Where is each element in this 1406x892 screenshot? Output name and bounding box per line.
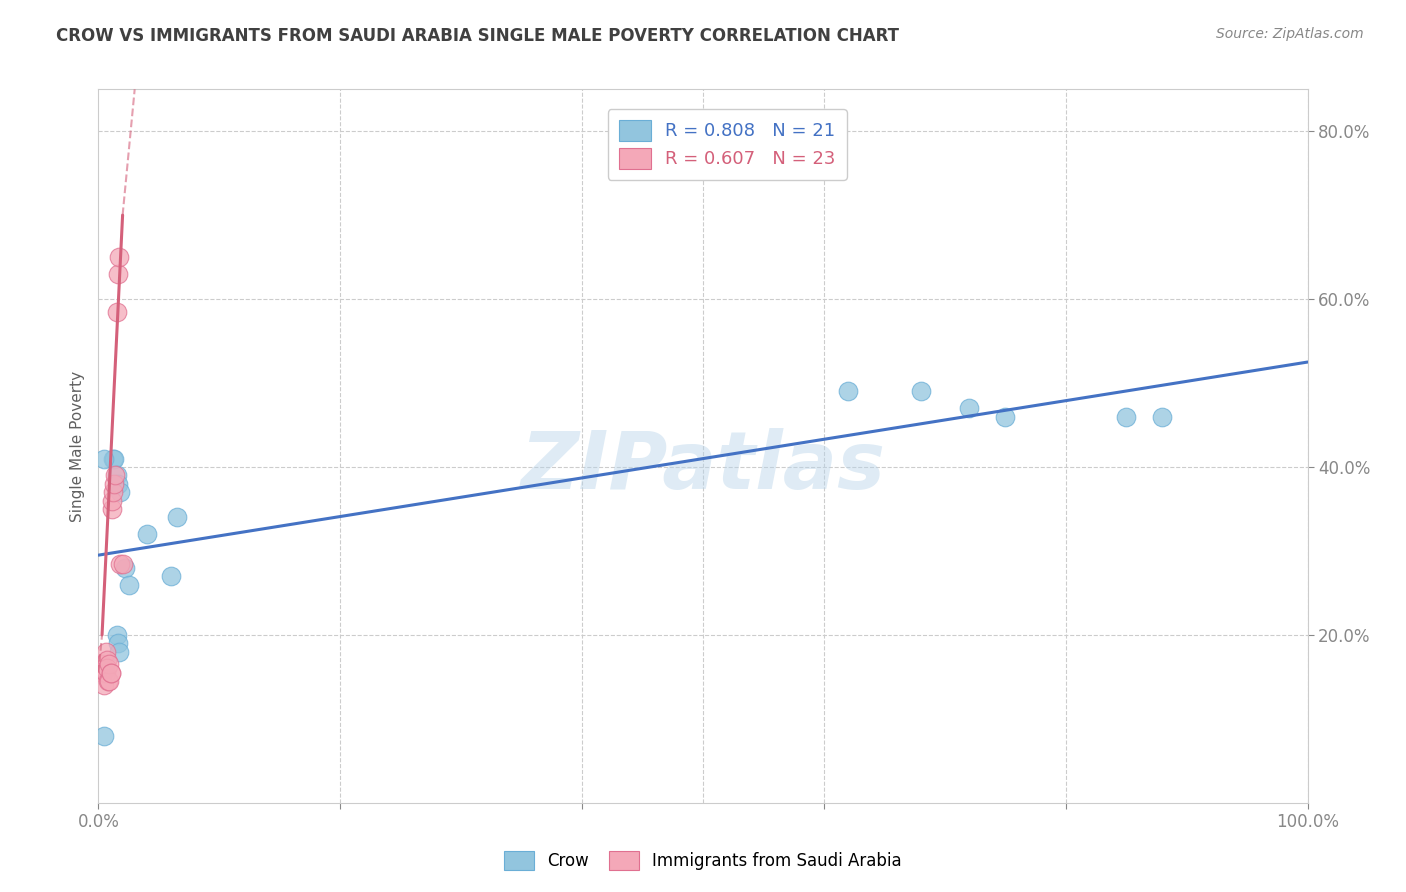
Point: [104, 468, 127, 483]
Legend: Crow, Immigrants from Saudi Arabia: Crow, Immigrants from Saudi Arabia: [498, 844, 908, 877]
Point: [166, 510, 188, 524]
Point: [107, 267, 129, 281]
Point: [108, 557, 131, 571]
Point: [100, 493, 122, 508]
Point: [97, 674, 120, 689]
Point: [93, 678, 115, 692]
Point: [910, 384, 932, 399]
Point: [101, 485, 124, 500]
Point: [96, 661, 118, 675]
Point: [96, 653, 118, 667]
Text: ZIPatlas: ZIPatlas: [520, 428, 886, 507]
Point: [98, 674, 121, 689]
Point: [93, 729, 115, 743]
Point: [100, 665, 122, 680]
Point: [94, 665, 117, 680]
Point: [114, 560, 136, 574]
Point: [94, 645, 117, 659]
Text: Source: ZipAtlas.com: Source: ZipAtlas.com: [1216, 27, 1364, 41]
Point: [135, 527, 157, 541]
Text: CROW VS IMMIGRANTS FROM SAUDI ARABIA SINGLE MALE POVERTY CORRELATION CHART: CROW VS IMMIGRANTS FROM SAUDI ARABIA SIN…: [56, 27, 900, 45]
Point: [93, 451, 115, 466]
Point: [107, 636, 129, 650]
Point: [91, 665, 114, 680]
Point: [957, 401, 980, 416]
Point: [93, 661, 115, 675]
Point: [118, 577, 141, 591]
Point: [101, 451, 124, 466]
Point: [91, 657, 114, 672]
Point: [837, 384, 859, 399]
Point: [160, 569, 183, 583]
Point: [98, 657, 121, 672]
Point: [103, 476, 125, 491]
Point: [107, 476, 129, 491]
Point: [108, 250, 131, 264]
Point: [108, 485, 131, 500]
Point: [994, 409, 1017, 424]
Point: [103, 451, 125, 466]
Point: [100, 665, 122, 680]
Point: [105, 628, 128, 642]
Legend: R = 0.808   N = 21, R = 0.607   N = 23: R = 0.808 N = 21, R = 0.607 N = 23: [607, 109, 846, 179]
Point: [1152, 409, 1174, 424]
Point: [105, 304, 128, 318]
Point: [1115, 409, 1137, 424]
Point: [111, 557, 134, 571]
Point: [100, 502, 122, 516]
Point: [108, 645, 131, 659]
Point: [105, 468, 128, 483]
Y-axis label: Single Male Poverty: Single Male Poverty: [69, 370, 84, 522]
